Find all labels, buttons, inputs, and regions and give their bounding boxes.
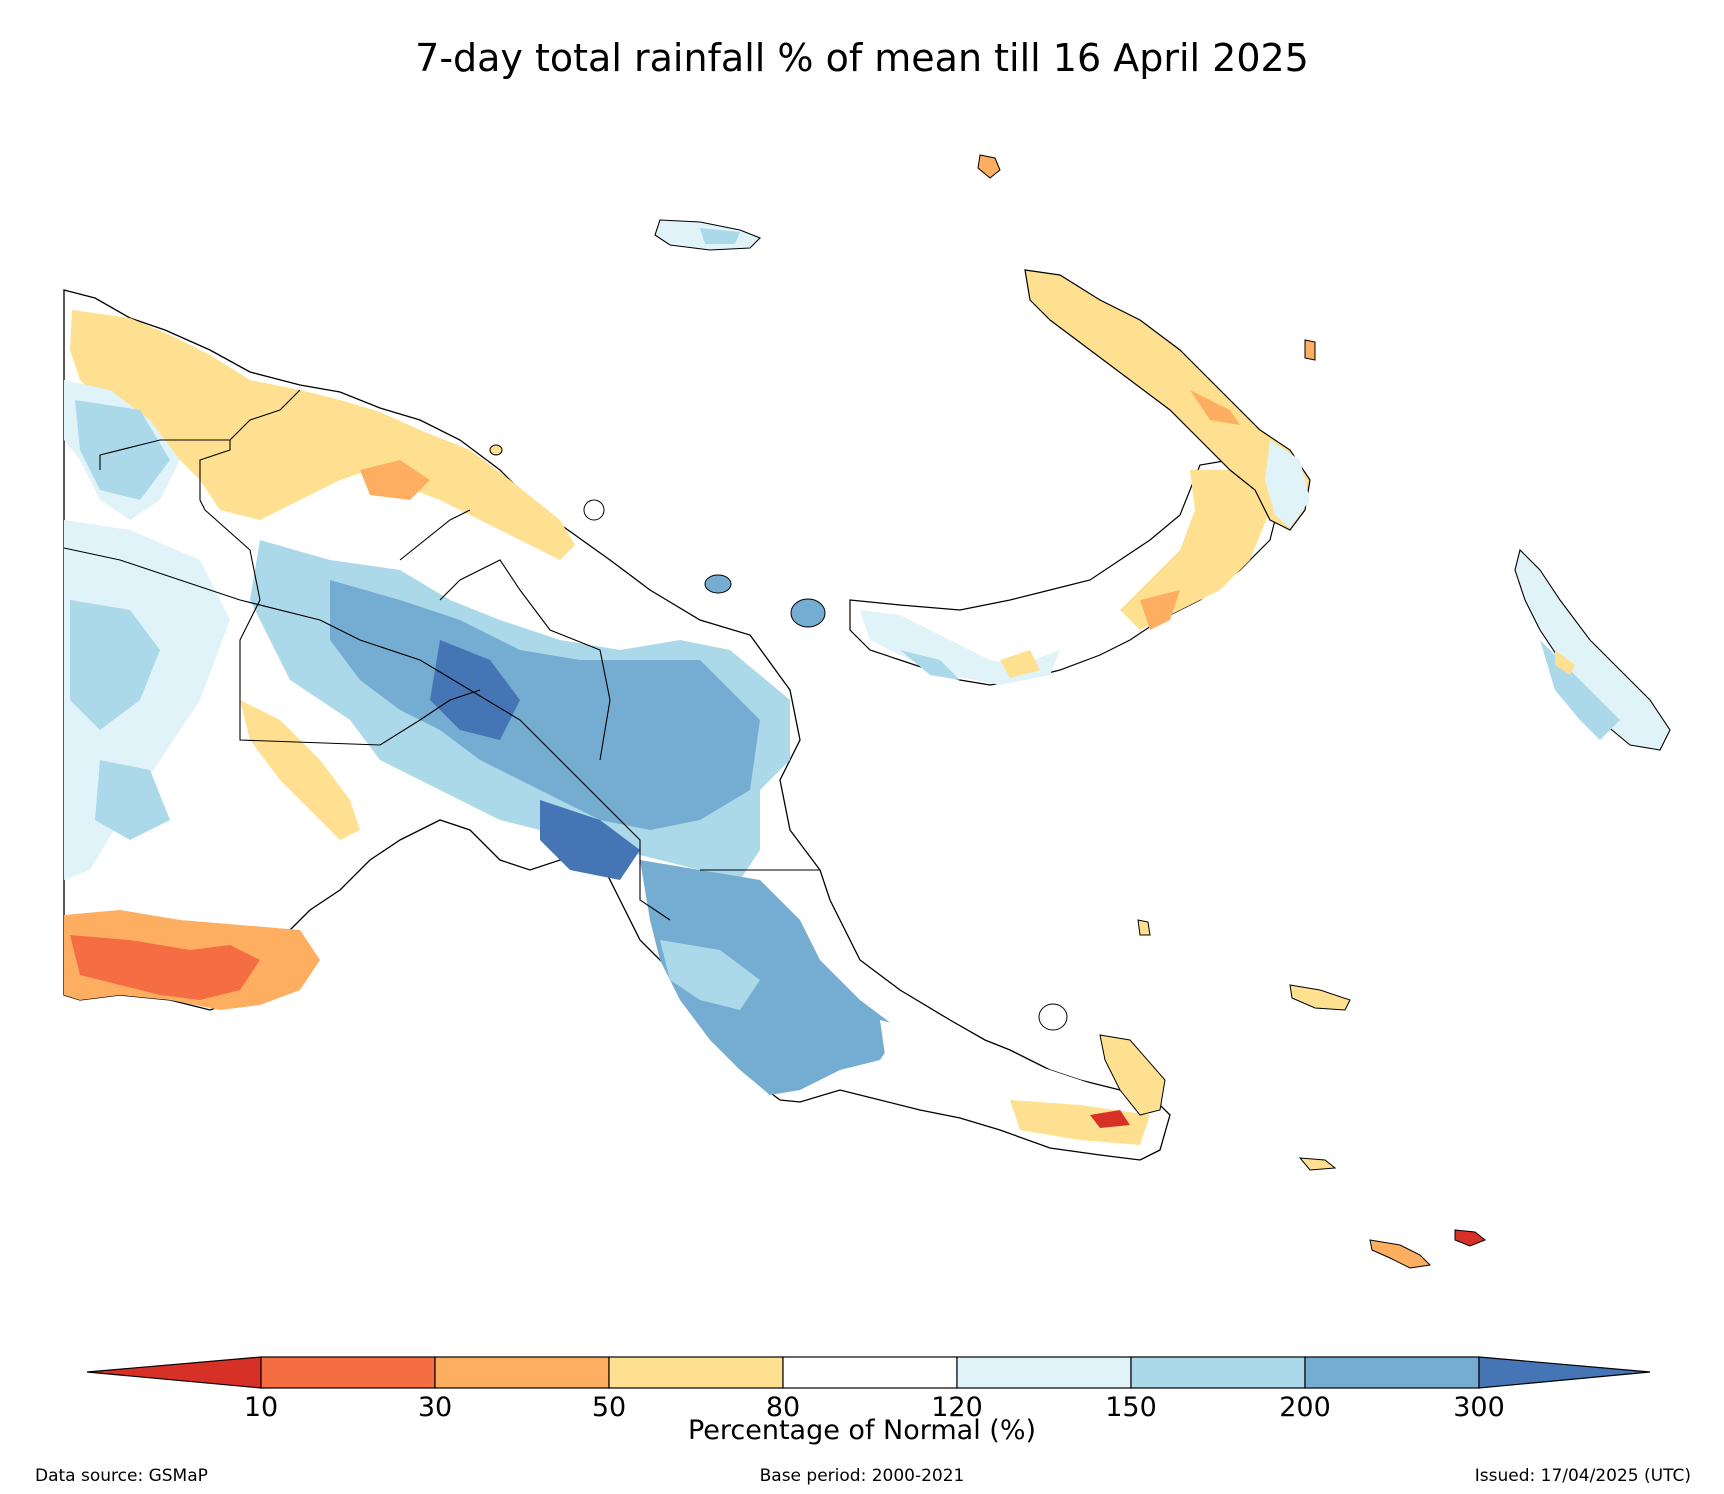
bougainville — [1514, 548, 1671, 751]
colorbar-segment-200-300 — [1304, 1356, 1480, 1389]
colorbar-segment-150-200 — [1130, 1356, 1306, 1389]
new-britain — [849, 459, 1281, 686]
colorbar-tick: 30 — [417, 1392, 453, 1423]
rainfall-patches — [64, 310, 1160, 1150]
colorbar-segment-10-30 — [260, 1356, 436, 1389]
issued-note: Issued: 17/04/2025 (UTC) — [1474, 1466, 1691, 1486]
colorbar-label: Percentage of Normal (%) — [687, 1415, 1037, 1446]
colorbar-extend-low — [86, 1356, 262, 1389]
map-title: 7-day total rainfall % of mean till 16 A… — [415, 36, 1309, 80]
base-period-note: Base period: 2000-2021 — [759, 1466, 965, 1486]
colorbar-tick: 80 — [765, 1392, 801, 1423]
colorbar-extend-high — [1478, 1356, 1651, 1389]
new-ireland — [1024, 269, 1311, 531]
colorbar-segment-120-150 — [956, 1356, 1132, 1389]
colorbar-tick: 10 — [243, 1392, 279, 1423]
colorbar-segment-30-50 — [434, 1356, 610, 1389]
colorbar-tick: 50 — [591, 1392, 627, 1423]
colorbar-tick: 300 — [1453, 1392, 1505, 1423]
small-islands — [489, 154, 1486, 1269]
colorbar-tick: 150 — [1105, 1392, 1157, 1423]
province-borders — [63, 389, 820, 921]
colorbar-segment-50-80 — [608, 1356, 784, 1389]
colorbar-tick: 200 — [1279, 1392, 1331, 1423]
data-source-note: Data source: GSMaP — [35, 1466, 208, 1486]
colorbar-segment-80-120 — [782, 1356, 958, 1389]
colorbar-tick: 120 — [931, 1392, 983, 1423]
manus-island — [654, 219, 761, 251]
